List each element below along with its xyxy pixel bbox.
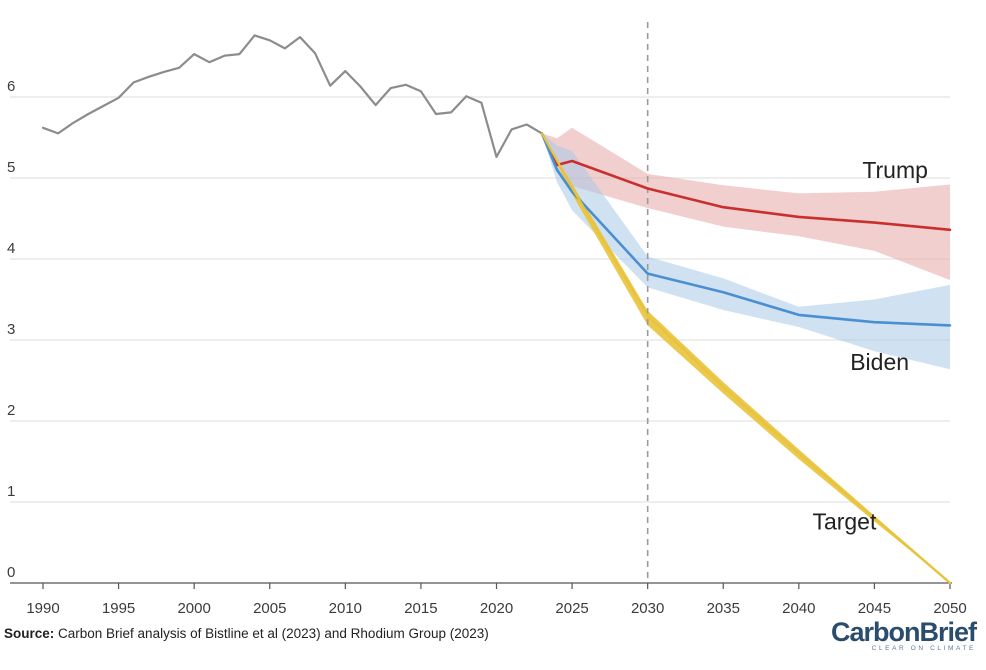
y-tick-label-6: 6 xyxy=(7,78,15,95)
y-tick-label-3: 3 xyxy=(7,321,15,338)
x-tick-label-2035: 2035 xyxy=(707,600,740,617)
x-tick-label-2020: 2020 xyxy=(480,600,513,617)
historical-line xyxy=(41,34,544,158)
x-tick-label-1995: 1995 xyxy=(102,600,135,617)
trump-series-label: Trump xyxy=(862,157,928,183)
x-tick-label-2050: 2050 xyxy=(933,600,966,617)
y-tick-label-1: 1 xyxy=(7,483,15,500)
y-tick-label-0: 0 xyxy=(7,564,15,581)
x-axis: 1990 1995 2000 2005 2010 2015 2020 2025 2030 2035… xyxy=(10,582,967,617)
x-tick-label-2000: 2000 xyxy=(177,600,210,617)
source-text: Carbon Brief analysis of Bistline et al … xyxy=(54,626,489,641)
x-tick-label-2030: 2030 xyxy=(631,600,664,617)
logo-wordmark: CarbonBrief xyxy=(830,617,977,647)
source-label: Source: xyxy=(4,626,55,641)
source-footer: Source: Carbon Brief analysis of Bistlin… xyxy=(4,626,489,641)
target-line xyxy=(540,132,952,585)
biden-range-band xyxy=(541,133,950,370)
y-axis-tick-labels: 0 1 2 3 4 5 6 xyxy=(7,78,15,581)
series-lines xyxy=(41,34,952,585)
y-tick-label-4: 4 xyxy=(7,240,15,257)
x-tick-label-2045: 2045 xyxy=(858,600,891,617)
y-tick-label-2: 2 xyxy=(7,402,15,419)
x-tick-label-2025: 2025 xyxy=(555,600,588,617)
emissions-chart: 0 1 2 3 4 5 6 1990 1995 2000 2005 2010 2015 2020 2025… xyxy=(7,22,967,617)
trump-range-band xyxy=(541,127,950,281)
x-tick-label-2005: 2005 xyxy=(253,600,286,617)
biden-line xyxy=(540,132,952,327)
x-tick-label-1990: 1990 xyxy=(26,600,59,617)
gridlines xyxy=(10,96,950,503)
target-series-label: Target xyxy=(812,509,877,535)
uncertainty-bands xyxy=(541,127,950,583)
x-tick-label-2015: 2015 xyxy=(404,600,437,617)
biden-series-label: Biden xyxy=(850,349,909,375)
y-tick-label-5: 5 xyxy=(7,159,15,176)
carbonbrief-logo: CarbonBrief CLEAR ON CLIMATE xyxy=(830,617,977,653)
x-tick-label-2040: 2040 xyxy=(782,600,815,617)
series-labels: Trump Biden Target xyxy=(812,157,927,535)
logo-tagline: CLEAR ON CLIMATE xyxy=(871,645,976,652)
x-tick-label-2010: 2010 xyxy=(329,600,362,617)
